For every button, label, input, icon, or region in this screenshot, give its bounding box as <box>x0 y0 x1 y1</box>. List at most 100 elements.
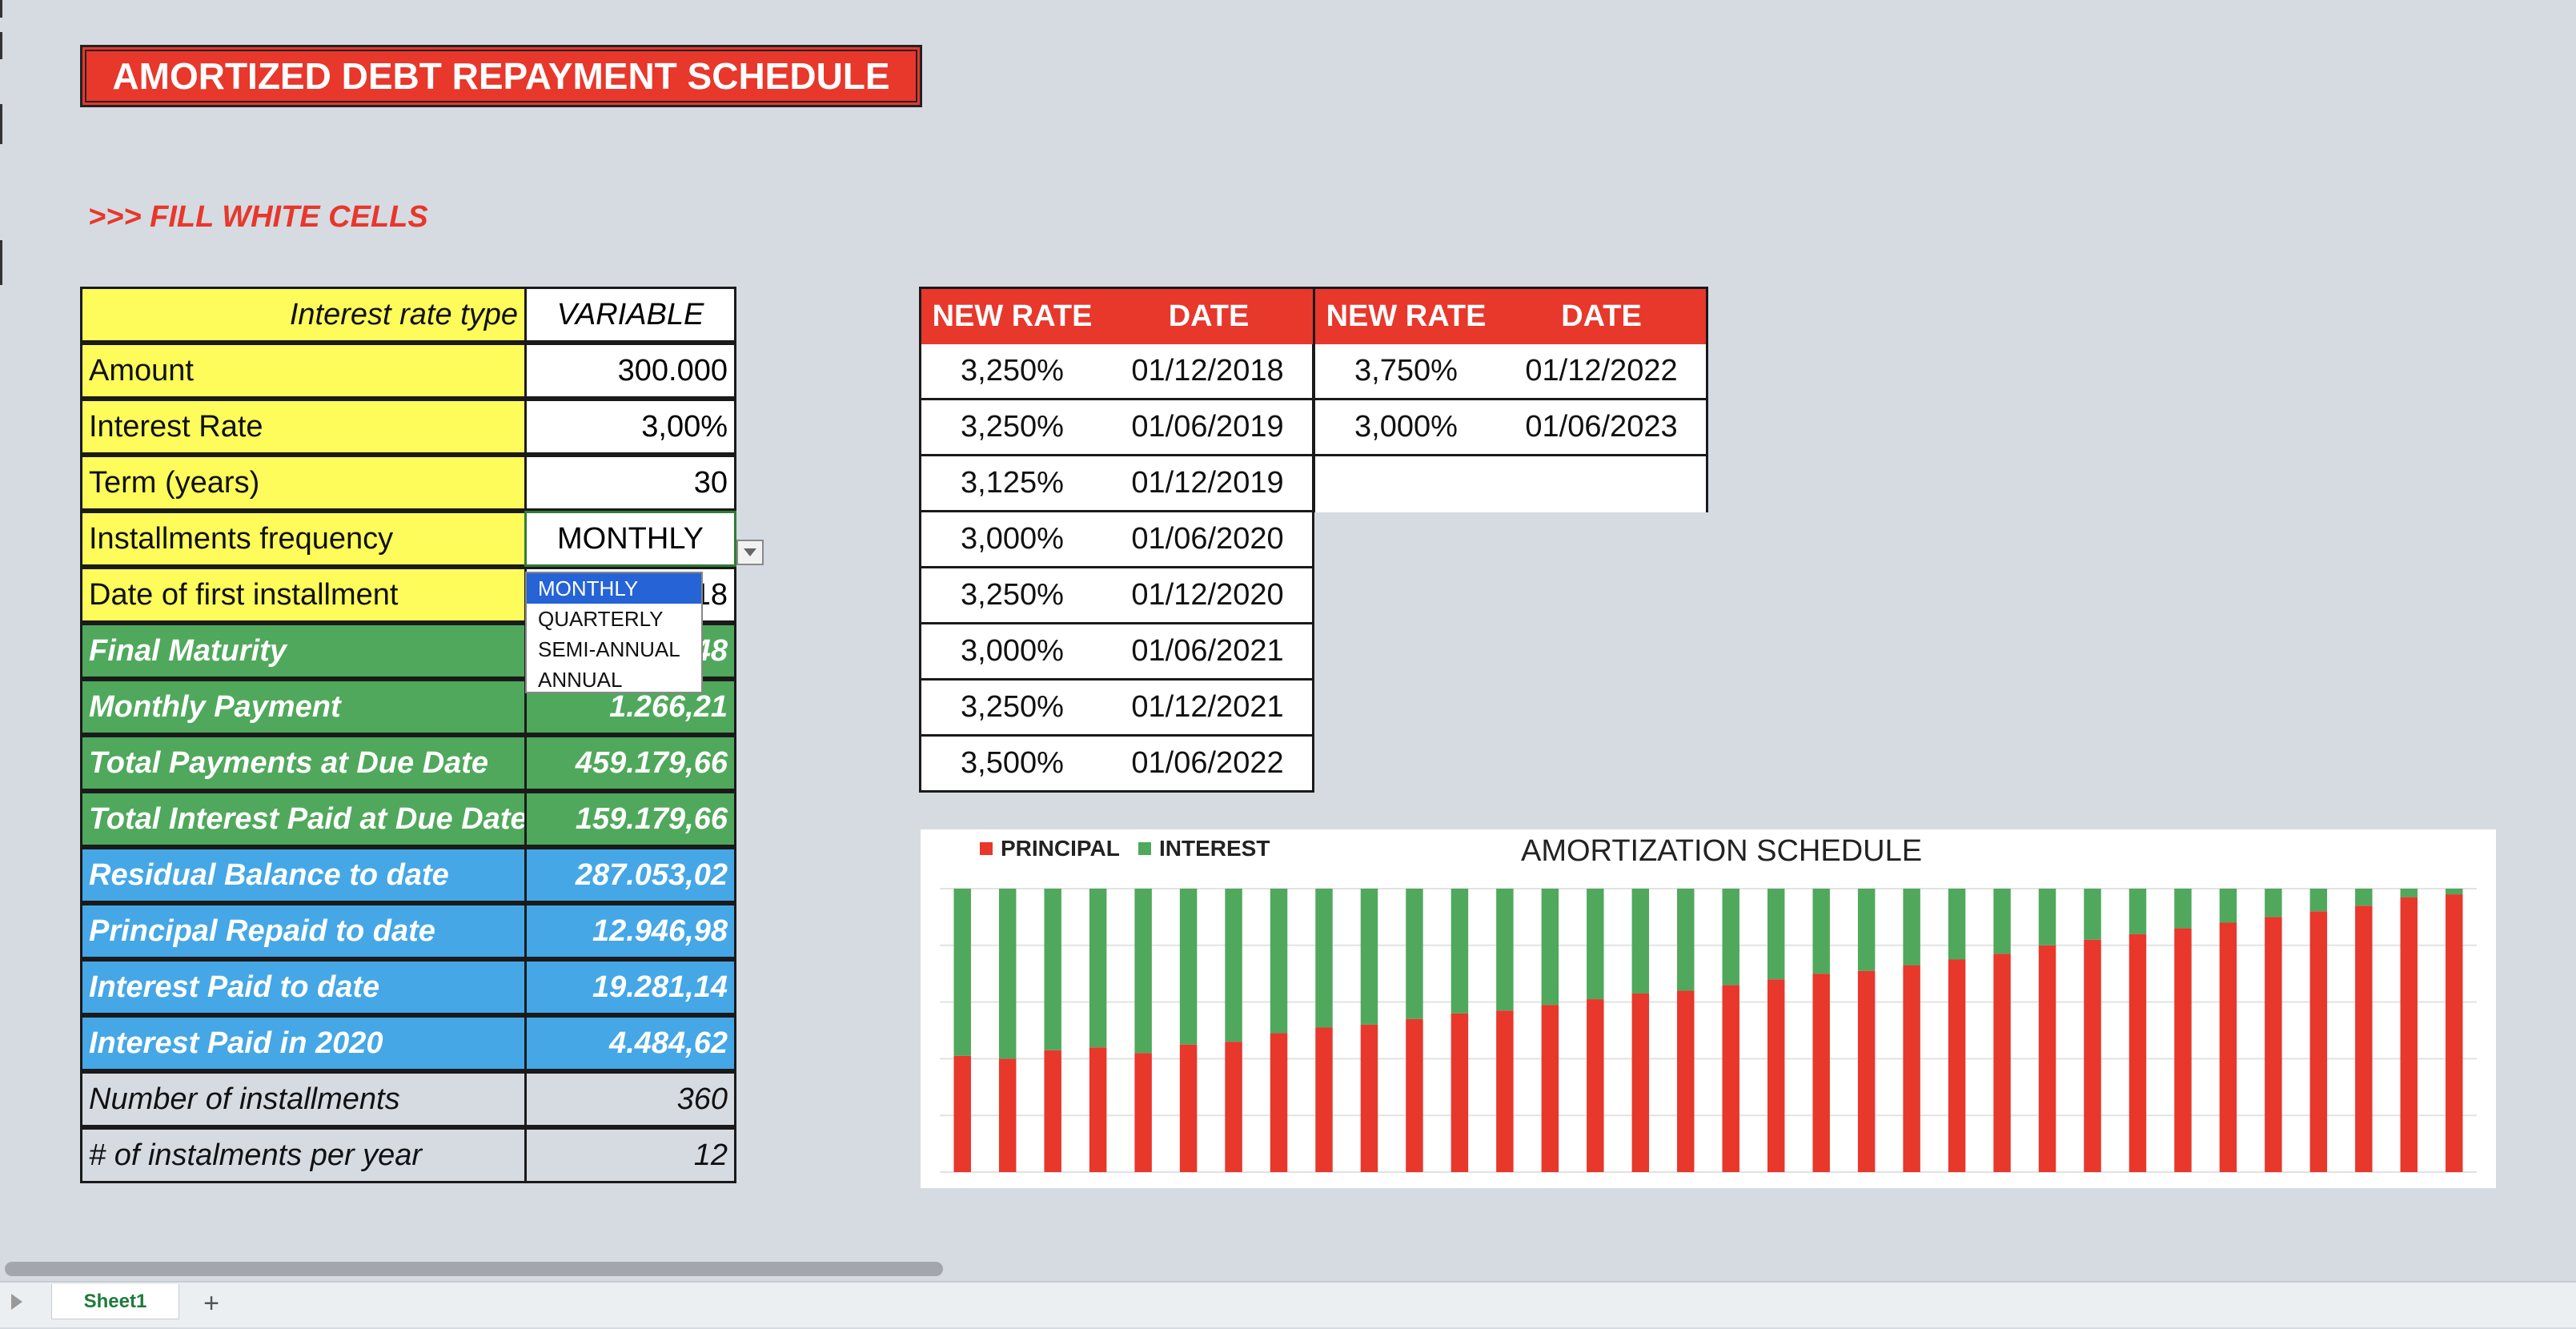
param-value: 12 <box>524 1127 736 1183</box>
bar-principal <box>1360 1024 1378 1172</box>
date-cell[interactable]: 01/12/2018 <box>1103 344 1314 400</box>
date-cell[interactable]: 01/12/2022 <box>1497 344 1708 400</box>
param-value[interactable]: 30 <box>524 455 736 511</box>
date-cell[interactable]: 01/12/2019 <box>1103 456 1314 512</box>
legend-interest: INTEREST <box>1138 836 1270 861</box>
param-row-input-1: Amount 300.000 <box>80 343 736 399</box>
bar-principal <box>1406 1018 1423 1172</box>
bar-principal <box>1315 1027 1333 1172</box>
rate-cell[interactable] <box>1313 456 1497 512</box>
rate-cell[interactable]: 3,125% <box>919 456 1103 512</box>
param-value[interactable]: MONTHLY <box>524 511 736 567</box>
bar-interest <box>1812 889 1830 974</box>
schedule-title: AMORTIZED DEBT REPAYMENT SCHEDULE <box>80 45 922 107</box>
rate-cell[interactable]: 3,250% <box>919 344 1103 400</box>
bar-principal <box>2084 939 2101 1172</box>
bar-principal <box>1089 1047 1107 1172</box>
sheet-tab-sheet1[interactable]: Sheet1 <box>51 1284 179 1319</box>
param-row-input-0: Interest rate type VARIABLE <box>80 287 736 343</box>
tab-scroll-left-icon[interactable] <box>11 1294 22 1310</box>
param-label: Principal Repaid to date <box>80 903 527 959</box>
horizontal-scrollbar[interactable] <box>5 1262 943 1276</box>
sheet-tab-bar <box>0 1281 2576 1327</box>
param-value[interactable]: 300.000 <box>524 343 736 399</box>
rate-cell[interactable]: 3,250% <box>919 568 1103 624</box>
header-date-2: DATE <box>1497 287 1708 344</box>
param-value[interactable]: 3,00% <box>524 399 736 455</box>
bar-interest <box>1315 889 1333 1028</box>
param-label: Total Payments at Due Date <box>80 735 527 791</box>
param-value: 4.484,62 <box>524 1015 736 1071</box>
amortization-chart <box>921 829 2496 1188</box>
rate-cell[interactable]: 3,000% <box>919 512 1103 568</box>
bar-principal <box>998 1058 1017 1172</box>
bar-principal <box>1270 1033 1288 1172</box>
param-row-input-3: Term (years) 30 <box>80 455 736 511</box>
bar-interest <box>2355 889 2373 906</box>
bar-interest <box>1541 889 1559 1006</box>
param-label: Term (years) <box>80 455 527 511</box>
param-value: 360 <box>524 1071 736 1127</box>
rate-cell[interactable]: 3,750% <box>1313 344 1497 400</box>
bar-interest <box>1134 889 1152 1054</box>
bar-principal <box>1948 959 1966 1172</box>
bar-principal <box>2129 934 2147 1172</box>
rate-cell[interactable]: 3,250% <box>919 681 1103 737</box>
bar-principal <box>2038 945 2056 1172</box>
rate-cell[interactable]: 3,000% <box>1313 400 1497 456</box>
bar-principal <box>1812 974 1830 1172</box>
rate-cell[interactable]: 3,000% <box>919 624 1103 681</box>
param-row-input-2: Interest Rate 3,00% <box>80 399 736 455</box>
bar-interest <box>1993 889 2011 954</box>
legend-principal-label: PRINCIPAL <box>1001 836 1120 861</box>
bar-interest <box>1631 889 1650 994</box>
date-cell[interactable]: 01/12/2021 <box>1103 681 1314 737</box>
add-sheet-button[interactable]: + <box>203 1287 219 1319</box>
bar-interest <box>1903 889 1920 966</box>
date-cell[interactable]: 01/06/2022 <box>1103 737 1314 793</box>
bar-principal <box>953 1055 971 1172</box>
bar-interest <box>1948 889 1966 960</box>
date-cell[interactable]: 01/06/2020 <box>1103 512 1314 568</box>
param-label: Installments frequency <box>80 511 527 567</box>
amortization-chart-svg <box>940 888 2477 1173</box>
param-label: Interest Rate <box>80 399 527 455</box>
param-label: Final Maturity <box>80 623 527 679</box>
param-label: Date of first installment <box>80 567 527 623</box>
dropdown-option-quarterly[interactable]: QUARTERLY <box>538 607 664 631</box>
bar-interest <box>1089 889 1107 1048</box>
dropdown-option-annual[interactable]: ANNUAL <box>538 668 623 692</box>
dropdown-option-monthly[interactable]: MONTHLY <box>527 573 701 604</box>
bar-interest <box>1360 889 1378 1025</box>
bar-interest <box>1496 889 1514 1011</box>
param-label: Residual Balance to date <box>80 847 527 903</box>
date-cell[interactable]: 01/06/2023 <box>1497 400 1708 456</box>
dropdown-arrow-button[interactable] <box>736 540 764 565</box>
dropdown-option-semi-annual[interactable]: SEMI-ANNUAL <box>538 637 680 661</box>
param-row-grey-1: # of instalments per year 12 <box>80 1127 736 1183</box>
date-cell[interactable]: 01/12/2020 <box>1103 568 1314 624</box>
param-label: Total Interest Paid at Due Date <box>80 791 527 847</box>
date-cell[interactable]: 01/06/2021 <box>1103 624 1314 681</box>
param-value: 12.946,98 <box>524 903 736 959</box>
bar-interest <box>1044 889 1061 1050</box>
param-label: Number of installments <box>80 1071 527 1127</box>
bar-interest <box>1225 889 1242 1042</box>
frequency-dropdown-list: MONTHLY QUARTERLY SEMI-ANNUAL ANNUAL <box>525 572 703 693</box>
bar-principal <box>1631 993 1650 1172</box>
rate-cell[interactable]: 3,500% <box>919 737 1103 793</box>
param-value: 287.053,02 <box>524 847 736 903</box>
bar-interest <box>1722 889 1739 986</box>
date-cell[interactable]: 01/06/2019 <box>1103 400 1314 456</box>
date-cell[interactable] <box>1497 456 1708 512</box>
bar-principal <box>2174 928 2192 1172</box>
param-row-green-1: Monthly Payment 1.266,21 <box>80 679 736 735</box>
param-row-grey-0: Number of installments 360 <box>80 1071 736 1127</box>
bar-interest <box>2446 889 2463 895</box>
param-value: 459.179,66 <box>524 735 736 791</box>
rate-cell[interactable]: 3,250% <box>919 400 1103 456</box>
bar-principal <box>1496 1010 1514 1172</box>
bar-interest <box>953 889 971 1056</box>
bar-principal <box>1722 985 1739 1172</box>
param-value[interactable]: VARIABLE <box>524 287 736 343</box>
